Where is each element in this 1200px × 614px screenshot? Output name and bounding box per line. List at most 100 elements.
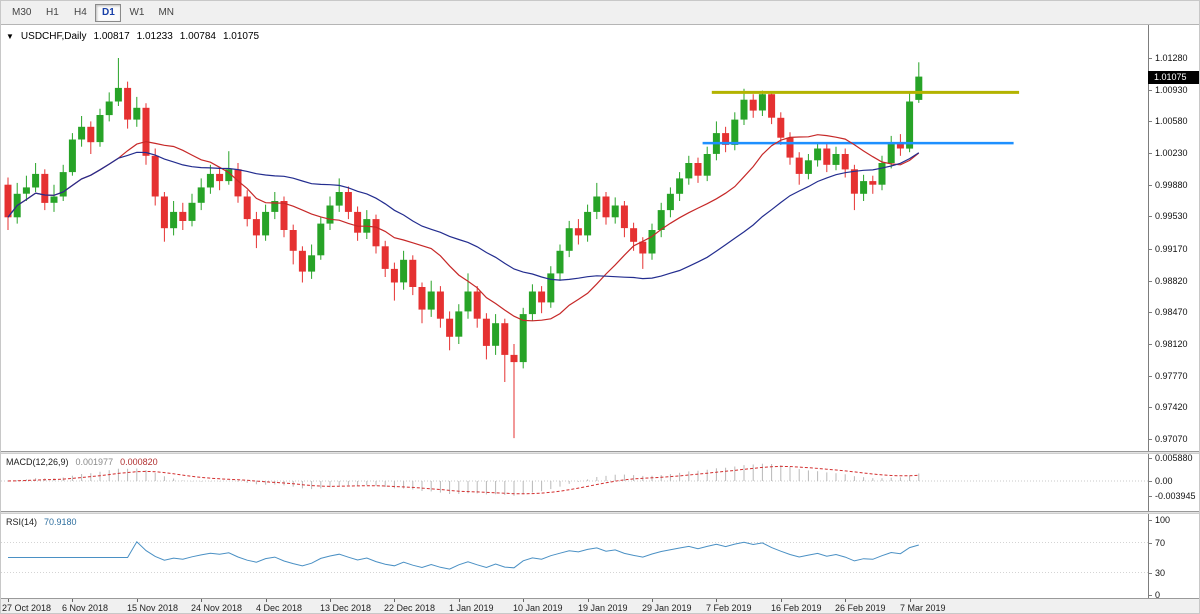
macd-panel[interactable]: MACD(12,26,9) 0.001977 0.000820 0.005880… — [1, 454, 1199, 511]
rsi-panel[interactable]: RSI(14) 70.9180 100 70 30 0 — [1, 514, 1199, 598]
ma-slow-line[interactable] — [7, 151, 920, 281]
candle[interactable] — [832, 146, 840, 171]
candle[interactable] — [804, 154, 812, 180]
candle[interactable] — [528, 284, 536, 321]
candle[interactable] — [657, 202, 665, 238]
candle[interactable] — [666, 187, 674, 218]
candle[interactable] — [887, 135, 895, 169]
candle[interactable] — [363, 210, 371, 239]
candle[interactable] — [436, 286, 444, 328]
rsi-plot-canvas[interactable] — [1, 514, 1148, 598]
candle[interactable] — [354, 206, 362, 241]
candle[interactable] — [473, 286, 481, 328]
price-axis[interactable]: 1.01280 1.00930 1.00580 1.00230 0.99880 0.995… — [1148, 25, 1199, 451]
time-axis[interactable]: 27 Oct 2018 6 Nov 2018 15 Nov 2018 24 Nov 2… — [1, 598, 1199, 613]
candle[interactable] — [648, 223, 656, 260]
candle[interactable] — [372, 214, 380, 254]
candle[interactable] — [298, 246, 306, 283]
candle[interactable] — [758, 90, 766, 116]
candle[interactable] — [326, 196, 334, 231]
candle[interactable] — [823, 143, 831, 173]
candle[interactable] — [593, 182, 601, 220]
candle[interactable] — [574, 219, 582, 245]
candle[interactable] — [50, 184, 58, 212]
candle[interactable] — [501, 318, 509, 382]
candle[interactable] — [676, 172, 684, 201]
candle[interactable] — [547, 266, 555, 308]
candle[interactable] — [685, 155, 693, 185]
candle[interactable] — [179, 202, 187, 230]
candle[interactable] — [271, 192, 279, 220]
candle[interactable] — [584, 204, 592, 242]
candle[interactable] — [390, 262, 398, 301]
candle[interactable] — [289, 224, 297, 265]
timeframe-button-mn[interactable]: MN — [152, 4, 180, 22]
candle[interactable] — [262, 204, 270, 241]
panel-splitter-1[interactable] — [1, 451, 1199, 454]
candle[interactable] — [446, 311, 454, 351]
candle[interactable] — [308, 244, 316, 279]
timeframe-button-m30[interactable]: M30 — [6, 4, 37, 22]
candle[interactable] — [206, 164, 214, 194]
candle[interactable] — [731, 112, 739, 151]
candle[interactable] — [78, 116, 86, 147]
candle[interactable] — [850, 164, 858, 211]
candle[interactable] — [896, 134, 904, 156]
candle[interactable] — [41, 169, 49, 211]
macd-plot-canvas[interactable] — [1, 454, 1148, 511]
candle[interactable] — [96, 108, 104, 147]
candle[interactable] — [252, 211, 260, 249]
candle[interactable] — [243, 190, 251, 227]
timeframe-button-h1[interactable]: H1 — [39, 4, 65, 22]
candle[interactable] — [722, 126, 730, 153]
candle[interactable] — [768, 92, 776, 125]
candle[interactable] — [703, 146, 711, 182]
candle[interactable] — [712, 121, 720, 161]
timeframe-button-w1[interactable]: W1 — [123, 4, 150, 22]
candle[interactable] — [142, 103, 150, 165]
candle[interactable] — [538, 286, 546, 314]
candle[interactable] — [68, 133, 76, 176]
price-chart-panel[interactable]: ▼ USDCHF,Daily 1.00817 1.01233 1.00784 1… — [1, 25, 1199, 451]
candle[interactable] — [510, 344, 518, 439]
candle[interactable] — [409, 255, 417, 296]
candle[interactable] — [216, 166, 224, 191]
candle[interactable] — [160, 192, 168, 242]
candle[interactable] — [427, 280, 435, 317]
ma-fast-line[interactable] — [7, 134, 920, 322]
candle[interactable] — [317, 217, 325, 260]
candle[interactable] — [151, 148, 159, 206]
timeframe-button-h4[interactable]: H4 — [67, 4, 93, 22]
candle[interactable] — [611, 197, 619, 224]
candle[interactable] — [170, 201, 178, 236]
candle[interactable] — [492, 314, 500, 355]
candle[interactable] — [4, 177, 12, 231]
candle[interactable] — [915, 62, 923, 103]
candle[interactable] — [740, 88, 748, 125]
candle[interactable] — [188, 193, 196, 227]
symbol-dropdown-icon[interactable]: ▼ — [6, 32, 14, 41]
candle[interactable] — [519, 307, 527, 369]
candle[interactable] — [124, 81, 132, 129]
candles-layer[interactable] — [4, 58, 923, 439]
candle[interactable] — [602, 192, 610, 225]
candle[interactable] — [87, 121, 95, 154]
candle[interactable] — [455, 304, 463, 344]
candle[interactable] — [869, 175, 877, 194]
candle[interactable] — [418, 282, 426, 324]
candle[interactable] — [105, 92, 113, 122]
candle[interactable] — [197, 178, 205, 211]
candle[interactable] — [482, 313, 490, 360]
candle[interactable] — [133, 96, 141, 127]
candle[interactable] — [114, 58, 122, 106]
candle[interactable] — [639, 237, 647, 269]
candle[interactable] — [777, 112, 785, 145]
candle[interactable] — [795, 152, 803, 185]
candle[interactable] — [814, 142, 822, 167]
candle[interactable] — [32, 163, 40, 192]
candle[interactable] — [556, 244, 564, 281]
candle[interactable] — [22, 175, 30, 201]
candle[interactable] — [860, 174, 868, 201]
panel-splitter-2[interactable] — [1, 511, 1199, 514]
candle[interactable] — [59, 164, 67, 201]
